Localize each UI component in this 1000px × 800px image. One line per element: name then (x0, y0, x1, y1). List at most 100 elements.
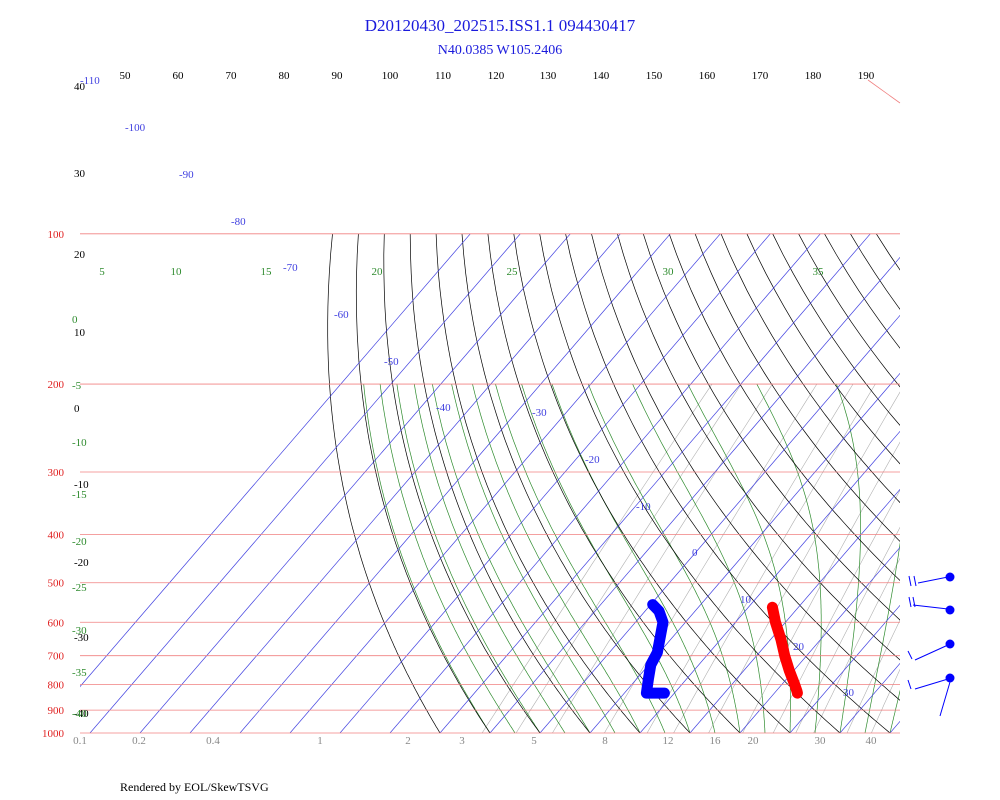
dry-adiabat-left-label: 20 (74, 249, 86, 261)
isotherm-line (289, 233, 721, 733)
dry-adiabat-label: 130 (540, 70, 557, 82)
dry-adiabat-label: 180 (805, 70, 822, 82)
isotherm-line (189, 233, 621, 733)
pressure-tick-label: 800 (48, 680, 65, 692)
dry-adiabat-label: 170 (752, 70, 769, 82)
dry-adiabat-label: 190 (858, 70, 875, 82)
dry-adiabat-line (954, 234, 1000, 733)
moist-adiabat-line (472, 384, 641, 733)
pressure-tick-label: 400 (48, 529, 65, 541)
isotherm-line (789, 604, 900, 733)
isotherm-line (639, 430, 900, 733)
moist-adiabat-line (889, 689, 900, 733)
wind-barb-shaft (912, 604, 949, 610)
dry-adiabat-label: 100 (382, 70, 399, 82)
moist-adiabat-label: 20 (372, 266, 384, 278)
isotherm-label: -100 (125, 122, 146, 134)
isotherm-line (89, 233, 521, 733)
moist-adiabat-left-label: -35 (72, 667, 87, 679)
dry-adiabat-left-label: -20 (74, 557, 89, 569)
moist-adiabat-label: 5 (99, 266, 105, 278)
mixing-ratio-label: 2 (405, 735, 411, 747)
dry-adiabat-label: 80 (279, 70, 291, 82)
dry-adiabat-left-label: 0 (74, 403, 80, 415)
pressure-tick-label: 200 (48, 379, 65, 391)
dry-adiabat-label: 140 (593, 70, 610, 82)
moist-adiabat-left-label: -5 (72, 380, 82, 392)
dry-adiabat-label: 60 (173, 70, 185, 82)
isotherm-label: 20 (793, 641, 805, 653)
mixing-ratio-label: 0.2 (132, 735, 146, 747)
dry-adiabat-label: 50 (120, 70, 132, 82)
wind-barb-feather (907, 679, 912, 690)
isotherm-label: -70 (283, 262, 298, 274)
mixing-ratio-label: 16 (710, 735, 722, 747)
chart-title: D20120430_202515.ISS1.1 094430417 (364, 16, 636, 35)
wind-barb-station (945, 572, 955, 582)
temperature-profile-line (766, 601, 803, 699)
chart-subtitle: N40.0385 W105.2406 (437, 43, 563, 58)
mixing-ratio-label: 5 (531, 735, 537, 747)
moist-adiabat-left-label: -25 (72, 582, 87, 594)
dry-adiabat-line (617, 233, 900, 661)
isotherm-label: -110 (80, 75, 100, 87)
moist-adiabat-label: 15 (261, 266, 273, 278)
isotherm-label: -40 (436, 402, 451, 414)
dry-adiabat-line (876, 233, 900, 271)
dry-adiabat-line (355, 233, 491, 733)
isotherm-label: -50 (384, 356, 399, 368)
wind-barb-station (945, 639, 955, 649)
moist-adiabat-label: 30 (663, 266, 675, 278)
mixing-ratio-label: 8 (602, 735, 608, 747)
pressure-tick-label: 1000 (42, 728, 65, 740)
mixing-ratio-label: 3 (459, 735, 465, 747)
mixing-ratio-label: 30 (815, 735, 827, 747)
moist-adiabat-line (521, 383, 691, 733)
isotherm-line (739, 546, 900, 733)
wind-barb-feather (913, 575, 917, 587)
moist-adiabat-line (363, 384, 491, 733)
moist-adiabat-label: 25 (507, 266, 519, 278)
wind-barb-shaft (917, 576, 949, 584)
mixing-ratio-line (515, 383, 742, 733)
mixing-ratio-label: 12 (663, 735, 674, 747)
pressure-tick-label: 500 (48, 578, 65, 590)
pressure-tick-label: 600 (48, 617, 65, 629)
moist-adiabat-left-label: -10 (72, 437, 87, 449)
dry-adiabat-label: 120 (488, 70, 505, 82)
isotherm-line (139, 233, 571, 733)
moist-adiabat-line (687, 383, 791, 733)
dry-adiabat-line (591, 233, 900, 701)
dry-adiabat-line (980, 234, 1000, 733)
moist-adiabat-left-label: -30 (72, 625, 87, 637)
isotherm-line (689, 488, 900, 733)
moist-adiabat-label: 10 (171, 266, 183, 278)
dry-adiabat-left-label: -10 (74, 479, 89, 491)
mixing-ratio-label: 0.4 (206, 735, 220, 747)
isotherm-label: -90 (179, 169, 194, 181)
isotherm-label: 30 (843, 687, 855, 699)
dry-adiabat-left-label: 30 (74, 168, 86, 180)
dry-adiabat-line (928, 234, 1000, 733)
dry-adiabat-line (327, 233, 441, 733)
dry-adiabat-line (487, 233, 741, 733)
dry-adiabat-line (409, 233, 591, 733)
wind-barb-feather (908, 575, 912, 587)
dry-adiabat-label: 110 (435, 70, 452, 82)
wind-barb-shaft (914, 678, 949, 690)
isotherm-line (239, 233, 671, 733)
dry-adiabat-label: 150 (646, 70, 663, 82)
moist-adiabat-line (396, 384, 541, 733)
isotherm-label: -60 (334, 309, 349, 321)
dry-adiabat-line (902, 234, 1000, 733)
wind-barb-shaft (914, 644, 949, 661)
dry-adiabat-line (539, 233, 841, 733)
dry-adiabat-left-label: -30 (74, 632, 89, 644)
wind-barb-feather (912, 596, 916, 608)
wind-barb-feather (907, 650, 913, 660)
isotherm-line (889, 720, 900, 733)
isotherm-line (439, 233, 871, 733)
isotherm-line (539, 314, 900, 733)
dry-adiabat-line (435, 233, 641, 733)
